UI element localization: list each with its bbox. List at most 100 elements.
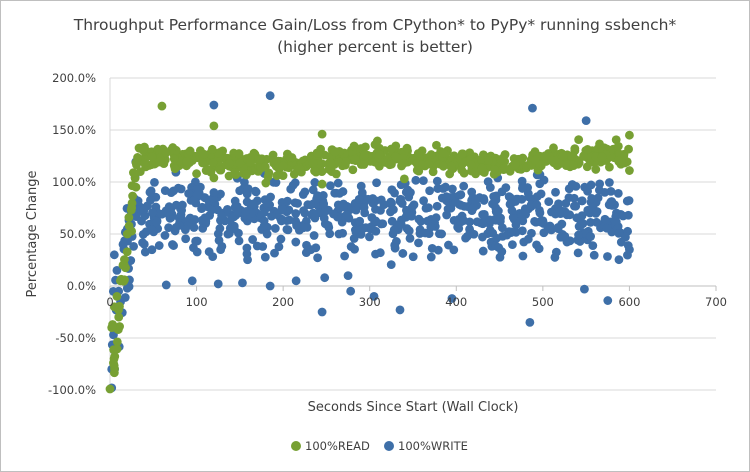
point-write: [554, 199, 563, 209]
point-write: [602, 223, 612, 233]
point-read: [139, 145, 148, 154]
point-write: [372, 178, 381, 188]
point-write: [140, 247, 150, 257]
point-write: [238, 278, 247, 288]
point-write: [369, 292, 379, 301]
point-write: [342, 210, 351, 220]
point-write: [614, 228, 624, 238]
point-write: [351, 205, 361, 215]
point-read: [118, 260, 128, 270]
point-read: [334, 157, 344, 167]
point-write: [277, 205, 287, 215]
point-write: [276, 234, 286, 244]
legend-label-read: 100%READ: [305, 439, 370, 453]
point-write: [209, 100, 219, 110]
point-read: [209, 121, 219, 131]
point-write: [313, 253, 322, 263]
point-write: [451, 197, 461, 207]
point-write: [262, 199, 272, 208]
point-read: [289, 169, 299, 179]
point-write: [306, 200, 316, 210]
point-write: [603, 296, 613, 305]
gridlines: [109, 77, 717, 391]
point-write: [209, 188, 219, 197]
x-tick-label: 700: [705, 295, 727, 309]
point-write: [302, 240, 311, 250]
point-write: [267, 211, 276, 221]
point-write: [438, 184, 448, 193]
point-write: [354, 194, 364, 204]
point-read: [624, 144, 633, 154]
point-write: [309, 231, 319, 240]
point-write: [418, 176, 428, 185]
y-tick-labels: -100.0% -50.0% 0.0% 50.0% 100.0% 150.0% 200.0%: [48, 71, 96, 397]
x-tick-label: 600: [618, 295, 640, 309]
point-write: [217, 211, 227, 220]
point-write: [517, 226, 527, 236]
y-tick-label: 50.0%: [59, 227, 96, 241]
point-read: [361, 142, 370, 152]
point-write: [371, 249, 380, 259]
point-write: [376, 195, 386, 205]
point-read: [597, 152, 607, 162]
point-read: [569, 161, 578, 171]
point-read: [317, 179, 327, 189]
point-write: [213, 279, 223, 289]
point-write: [230, 196, 240, 206]
point-write: [497, 187, 507, 197]
point-write: [406, 188, 415, 197]
point-write: [620, 232, 630, 242]
point-write: [478, 232, 487, 242]
point-read: [466, 160, 476, 170]
y-tick-label: 200.0%: [52, 71, 96, 85]
point-write: [282, 216, 292, 226]
point-write: [233, 208, 243, 217]
point-write: [483, 177, 493, 186]
point-read: [215, 165, 225, 175]
point-write: [346, 286, 356, 296]
point-write: [262, 229, 272, 239]
point-read: [234, 149, 244, 158]
point-read: [242, 169, 252, 179]
point-read: [387, 159, 396, 169]
x-tick-label: 400: [445, 295, 467, 309]
point-write: [478, 219, 488, 229]
point-read: [313, 149, 323, 159]
y-tick-label: -100.0%: [48, 383, 96, 397]
point-write: [189, 196, 199, 205]
point-read: [235, 158, 245, 168]
point-write: [161, 280, 171, 290]
point-write: [124, 282, 134, 292]
point-write: [356, 181, 366, 191]
point-write: [120, 293, 130, 302]
point-read: [278, 161, 288, 171]
point-read: [147, 152, 157, 162]
point-write: [260, 252, 270, 262]
point-read: [402, 143, 412, 153]
point-write: [592, 217, 601, 227]
point-write: [402, 211, 412, 221]
point-write: [411, 175, 421, 185]
point-write: [561, 198, 571, 208]
point-write: [426, 222, 436, 232]
point-write: [181, 234, 191, 244]
point-write: [389, 225, 399, 235]
point-read: [359, 160, 369, 169]
data-points: [105, 91, 634, 394]
point-read: [225, 159, 234, 169]
y-tick-label: 100.0%: [52, 175, 96, 189]
point-write: [470, 196, 480, 206]
point-write: [389, 205, 398, 215]
point-write: [339, 202, 348, 212]
point-read: [424, 159, 434, 169]
point-write: [240, 177, 249, 187]
point-write: [478, 246, 488, 256]
point-write: [325, 229, 335, 239]
point-write: [387, 185, 397, 195]
point-read: [457, 149, 467, 159]
point-read: [373, 136, 382, 146]
point-write: [395, 305, 405, 315]
point-write: [178, 200, 187, 210]
x-tick-label: 100: [186, 295, 208, 309]
